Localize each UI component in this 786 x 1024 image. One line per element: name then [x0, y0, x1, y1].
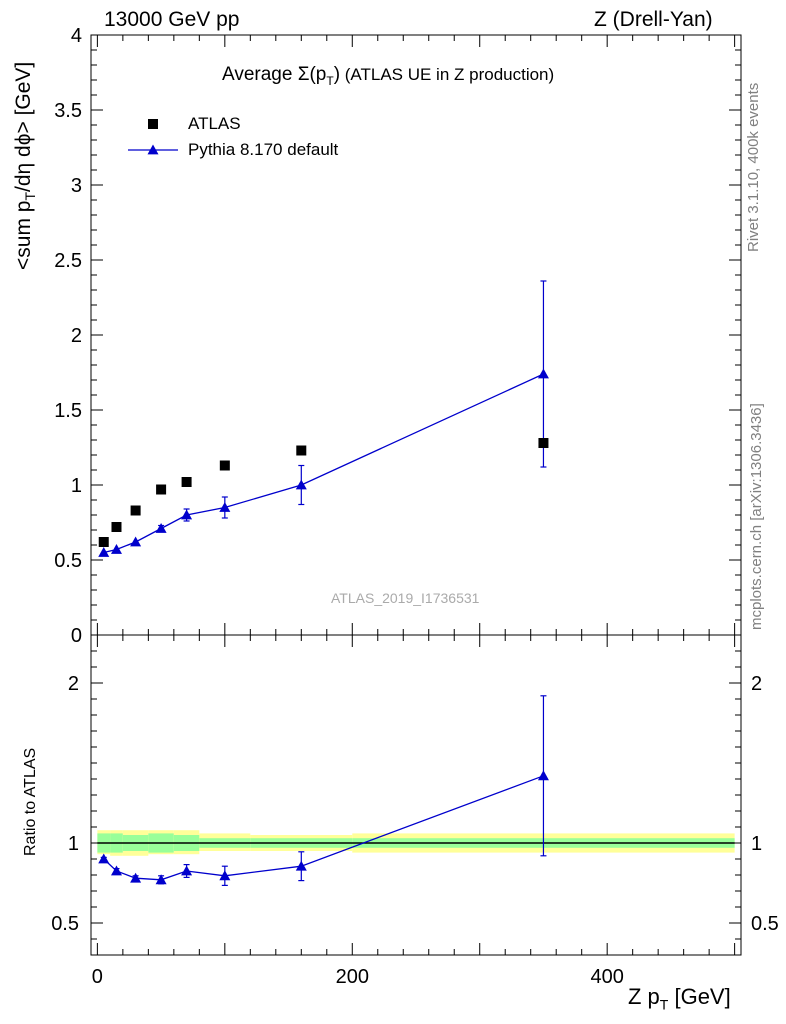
- main-ytick-label: 4: [71, 25, 82, 47]
- energy-label: 13000 GeV pp: [104, 8, 240, 31]
- ratio-frame: [90, 634, 742, 956]
- main-title-suffix: (ATLAS UE in Z production): [340, 65, 555, 84]
- main-ytick-label: 3.5: [54, 100, 82, 122]
- data-point: [181, 477, 192, 487]
- main-ytick-label: 0: [71, 625, 82, 647]
- main-title-prefix: Average: [222, 64, 298, 85]
- ratio-mc-point: [130, 872, 142, 883]
- data-point: [130, 505, 141, 516]
- mc-line: [103, 373, 544, 554]
- ratio-ytick-label-right: 2: [751, 673, 762, 695]
- legend-data-marker: [148, 119, 158, 129]
- mc-point: [110, 544, 122, 554]
- ratio-mc-line: [103, 775, 544, 881]
- mc-point: [98, 547, 110, 557]
- main-ylabel: <sum pT/dη dϕ> [GeV]: [12, 62, 38, 270]
- data-point: [296, 445, 307, 456]
- main-title: Average Σ(pT) (ATLAS UE in Z production): [222, 64, 554, 88]
- watermark-label: ATLAS_2019_I1736531: [331, 590, 480, 606]
- ratio-ylabel: Ratio to ATLAS: [22, 747, 39, 856]
- ratio-mc-point: [295, 860, 307, 871]
- legend-mc-marker: [147, 144, 159, 155]
- main-title-close: ): [333, 64, 341, 85]
- data-point: [156, 484, 167, 495]
- main-title-sub: T: [326, 73, 334, 88]
- ratio-ytick-label-right: 1: [751, 833, 762, 855]
- ratio-ytick-label-right: 0.5: [751, 913, 779, 935]
- mc-point: [155, 523, 167, 533]
- ratio-xtick-label: 200: [336, 966, 369, 988]
- ratio-mc-point: [537, 770, 549, 781]
- legend-data-label: ATLAS: [188, 114, 241, 133]
- ratio-mc-point: [110, 865, 122, 876]
- ratio-xlabel-sub: T: [659, 996, 669, 1013]
- mc-point: [295, 479, 307, 490]
- main-ylabel-sub: T: [22, 191, 39, 201]
- ratio-mc-point: [98, 853, 110, 864]
- ratio-xlabel-rest: [GeV]: [668, 984, 731, 1009]
- mc-point: [130, 536, 142, 547]
- ratio-xtick-label: 0: [92, 966, 103, 988]
- main-ylabel-main: <sum p: [12, 200, 35, 270]
- data-point: [538, 438, 549, 448]
- mc-point: [181, 509, 193, 520]
- data-point: [111, 522, 122, 532]
- main-title-symbol: Σ(p: [297, 64, 327, 85]
- legend-mc-label: Pythia 8.170 default: [188, 140, 339, 159]
- mc-point: [537, 368, 549, 379]
- main-ytick-label: 3: [71, 175, 82, 197]
- process-label: Z (Drell-Yan): [594, 8, 713, 31]
- main-ylabel-rest: /dη dϕ> [GeV]: [12, 61, 35, 192]
- ratio-ytick-label-left: 0.5: [51, 913, 79, 935]
- ratio-xlabel-main: Z p: [628, 984, 660, 1009]
- mcplots-label: mcplots.cern.ch [arXiv:1306.3436]: [748, 403, 765, 630]
- ratio-mc-point: [181, 865, 193, 876]
- data-point: [219, 460, 230, 471]
- data-point: [98, 537, 109, 547]
- main-ytick-label: 2: [71, 325, 82, 347]
- ratio-mc-point: [155, 874, 167, 885]
- main-ytick-label: 1.5: [54, 400, 82, 422]
- main-ytick-label: 1: [71, 475, 82, 497]
- mc-point: [219, 502, 231, 512]
- ratio-xtick-label: 400: [590, 966, 623, 988]
- rivet-label: Rivet 3.1.10, 400k events: [745, 82, 762, 252]
- main-ytick-label: 2.5: [54, 250, 82, 272]
- ratio-mc-point: [219, 870, 231, 881]
- main-ytick-label: 0.5: [54, 550, 82, 572]
- ratio-xlabel: Z pT [GeV]: [628, 984, 731, 1012]
- ratio-ytick-label-left: 1: [68, 833, 79, 855]
- ratio-ytick-label-left: 2: [68, 673, 79, 695]
